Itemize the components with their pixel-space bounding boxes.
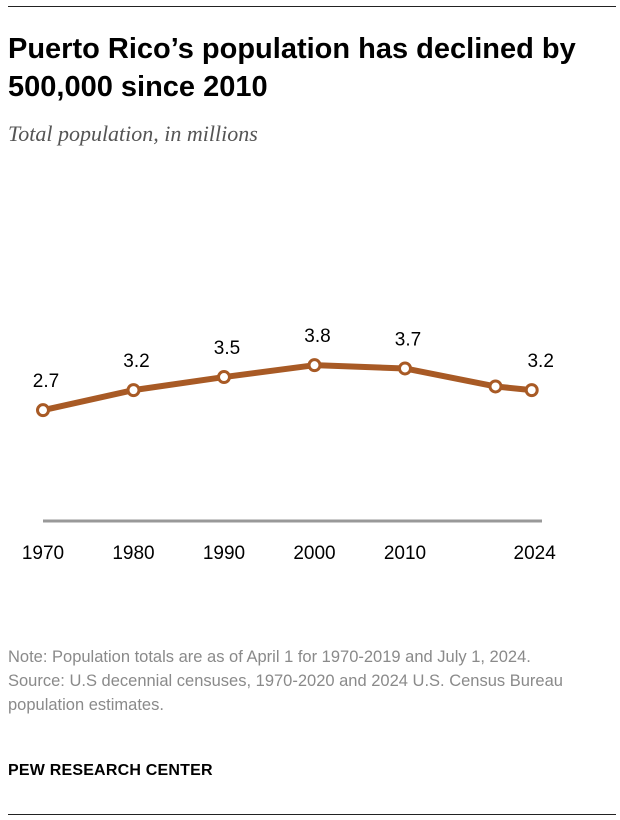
data-point xyxy=(524,383,539,398)
data-point xyxy=(398,361,412,376)
data-label: 2.7 xyxy=(33,371,59,392)
data-point xyxy=(217,370,231,385)
x-tick-label: 2000 xyxy=(293,543,335,564)
x-tick-label: 1980 xyxy=(112,543,154,564)
brand-logo-text: PEW RESEARCH CENTER xyxy=(8,762,213,779)
chart-notes: Note: Population totals are as of April … xyxy=(8,645,613,717)
data-label: 3.7 xyxy=(395,329,421,350)
data-label: 3.8 xyxy=(304,326,330,347)
top-rule xyxy=(8,6,616,7)
x-tick-label: 1990 xyxy=(203,543,245,564)
source-text: Source: U.S decennial censuses, 1970-202… xyxy=(8,672,563,714)
data-point xyxy=(307,358,322,373)
series-line xyxy=(42,362,533,414)
x-tick-label: 2010 xyxy=(384,543,426,564)
data-label: 3.5 xyxy=(214,338,240,359)
note-text: Note: Population totals are as of April … xyxy=(8,648,531,666)
data-label: 3.2 xyxy=(123,351,149,372)
line-chart: 1970 1980 1990 2000 2010 2024 2.7 3.2 3.5 3.8 3.7 3… xyxy=(22,326,557,564)
chart-subtitle: Total population, in millions xyxy=(8,121,258,146)
data-point xyxy=(36,403,50,418)
x-tick-label: 2024 xyxy=(514,543,557,564)
data-point xyxy=(126,383,141,398)
chart-title: Puerto Rico’s population has declined by… xyxy=(8,33,576,103)
bottom-rule xyxy=(8,814,616,815)
data-point xyxy=(488,379,503,394)
x-tick-label: 1970 xyxy=(22,543,64,564)
data-label: 3.2 xyxy=(527,351,553,372)
